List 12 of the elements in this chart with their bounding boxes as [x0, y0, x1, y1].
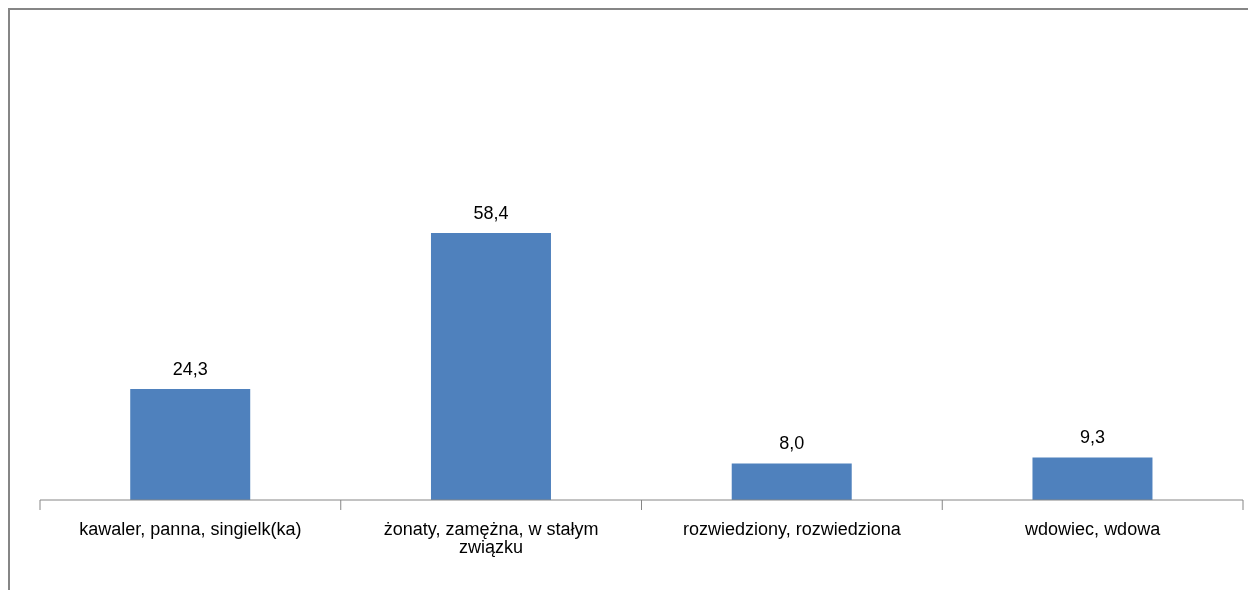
- bar: [430, 233, 551, 500]
- x-tick-label: rozwiedziony, rozwiedziona: [682, 518, 902, 539]
- data-label: 9,3: [1079, 427, 1105, 448]
- data-label: 8,0: [779, 433, 805, 454]
- x-tick-label: kawaler, panna, singielk(ka): [79, 518, 302, 539]
- bar: [130, 388, 251, 500]
- data-label: 24,3: [172, 358, 208, 379]
- bar: [731, 463, 852, 500]
- x-tick-label: żonaty, zamężna, w stałym związku: [383, 518, 599, 557]
- data-label: 58,4: [473, 203, 509, 223]
- bar: [1032, 457, 1153, 500]
- x-tick-label: wdowiec, wdowa: [1024, 518, 1162, 539]
